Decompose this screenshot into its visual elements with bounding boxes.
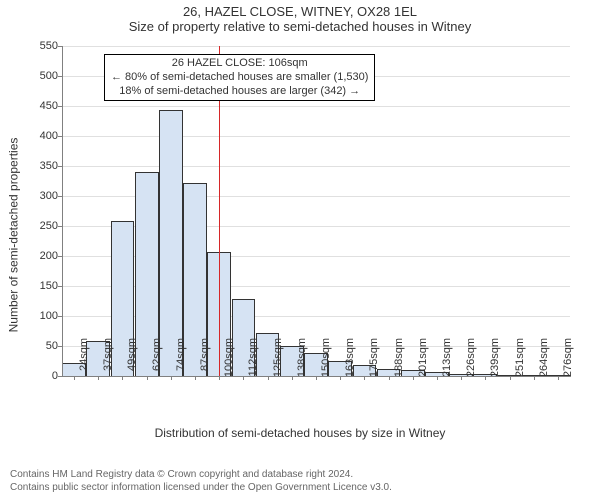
y-tick-label: 100 — [28, 310, 58, 322]
y-tick-label: 250 — [28, 220, 58, 232]
annotation-line-2: ← 80% of semi-detached houses are smalle… — [111, 71, 368, 85]
chart-wrap: Number of semi-detached properties 24sqm… — [0, 40, 600, 430]
y-tick-label: 200 — [28, 250, 58, 262]
y-tick-label: 550 — [28, 40, 58, 52]
y-tick-label: 150 — [28, 280, 58, 292]
footnote-line-2: Contains public sector information licen… — [10, 482, 392, 495]
y-tick-label: 500 — [28, 70, 58, 82]
annotation-box: 26 HAZEL CLOSE: 106sqm← 80% of semi-deta… — [104, 54, 375, 101]
grid-line — [62, 46, 570, 47]
y-axis-label: Number of semi-detached properties — [6, 40, 20, 430]
footnote: Contains HM Land Registry data © Crown c… — [10, 469, 392, 494]
y-tick-label: 450 — [28, 100, 58, 112]
title-line-2: Size of property relative to semi-detach… — [0, 19, 600, 36]
title-line-1: 26, HAZEL CLOSE, WITNEY, OX28 1EL — [0, 0, 600, 19]
annotation-line-3: 18% of semi-detached houses are larger (… — [111, 85, 368, 99]
x-axis-line — [62, 376, 570, 377]
y-tick-label: 350 — [28, 160, 58, 172]
annotation-line-1: 26 HAZEL CLOSE: 106sqm — [111, 57, 368, 71]
chart-container: 26, HAZEL CLOSE, WITNEY, OX28 1EL Size o… — [0, 0, 600, 500]
y-tick-label: 300 — [28, 190, 58, 202]
grid-line — [62, 136, 570, 137]
y-tick-label: 0 — [28, 370, 58, 382]
y-axis-label-text: Number of semi-detached properties — [6, 138, 20, 333]
y-axis-line — [62, 46, 63, 376]
grid-line — [62, 166, 570, 167]
histogram-bar — [159, 110, 183, 376]
y-tick-label: 400 — [28, 130, 58, 142]
x-axis-label: Distribution of semi-detached houses by … — [0, 426, 600, 440]
plot-area: 24sqm37sqm49sqm62sqm74sqm87sqm100sqm112s… — [62, 46, 570, 376]
footnote-line-1: Contains HM Land Registry data © Crown c… — [10, 469, 392, 482]
y-tick-label: 50 — [28, 340, 58, 352]
grid-line — [62, 106, 570, 107]
